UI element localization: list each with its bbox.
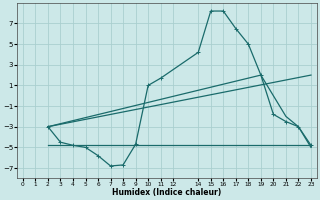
X-axis label: Humidex (Indice chaleur): Humidex (Indice chaleur)	[112, 188, 221, 197]
